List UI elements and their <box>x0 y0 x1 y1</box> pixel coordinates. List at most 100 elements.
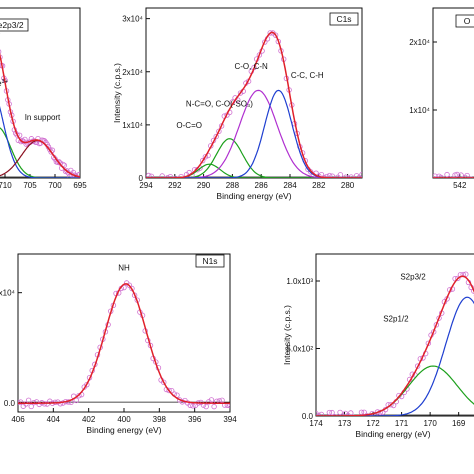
raw-data-point <box>36 401 42 408</box>
raw-data-point <box>443 177 447 178</box>
peak-annotation: C-O, C-N <box>234 62 268 71</box>
raw-data-point <box>190 403 196 409</box>
raw-data-point <box>337 409 343 416</box>
raw-data-point <box>208 397 215 403</box>
panel-c1s: 294 292 290 288 286 284 282 280 0 1x10⁴ 2x10⁴ 3x10⁴… <box>112 7 363 201</box>
y-tick-label: 3x10⁴ <box>122 15 143 24</box>
raw-data-point <box>467 179 472 184</box>
raw-data-point <box>84 381 90 388</box>
raw-data-point <box>354 417 359 422</box>
panel-tag-box <box>329 12 359 26</box>
plot-frame <box>0 7 81 179</box>
y-tick-label: 2x10⁴ <box>122 68 143 77</box>
raw-data-point <box>199 157 206 164</box>
x-tick-label: 710 <box>0 181 12 190</box>
raw-data-point <box>216 128 222 135</box>
raw-data-point <box>436 173 442 178</box>
data-layer <box>433 171 474 184</box>
x-tick-label: 294 <box>139 181 153 190</box>
raw-data-point <box>357 416 362 421</box>
raw-data-point <box>372 412 378 416</box>
raw-data-point <box>324 173 330 178</box>
raw-data-point <box>333 179 338 184</box>
fit-curve-blue <box>0 105 80 178</box>
raw-data-point <box>468 176 474 178</box>
x-tick-label: 400 <box>117 415 131 424</box>
x-tick-label: 700 <box>48 181 62 190</box>
panel-tag: N1s <box>202 256 217 266</box>
raw-data-point <box>75 176 80 178</box>
raw-data-point <box>337 172 344 178</box>
y-tick-label: 0 <box>139 174 144 183</box>
y-tick-label: 1x10⁴ <box>122 121 143 130</box>
raw-data-point <box>57 401 64 407</box>
raw-data-point <box>272 32 279 38</box>
data-layer <box>146 30 362 184</box>
x-tick-label: 286 <box>255 181 269 190</box>
raw-data-point <box>446 175 452 178</box>
x-tick-label: 404 <box>47 415 61 424</box>
y-axis-label: Intensity (c.p.s.) <box>112 63 122 123</box>
x-tick-label: 542 <box>453 181 467 190</box>
raw-data-point <box>166 387 172 394</box>
x-tick-label: 280 <box>341 181 355 190</box>
raw-data-point <box>388 402 394 408</box>
panel-n1s: 406 404 402 400 398 396 394 0.0 1x10⁴ Binding ene… <box>0 253 237 435</box>
raw-data-point <box>148 173 155 178</box>
x-axis-label: Binding energy (eV) <box>355 429 430 439</box>
raw-data-point <box>353 173 360 178</box>
x-tick-label: 288 <box>226 181 240 190</box>
peak-annotation: S2p3/2 <box>400 273 426 282</box>
raw-data-point <box>121 284 127 291</box>
raw-data-point <box>66 173 73 178</box>
plot-frame <box>432 7 474 179</box>
raw-data-point <box>0 54 3 60</box>
data-layer <box>18 280 230 410</box>
peak-annotation: N-C=O, C-O(-SO₃) <box>186 99 253 108</box>
raw-data-point <box>73 397 79 404</box>
raw-data-point <box>329 409 335 416</box>
fit-curve-green <box>0 127 80 178</box>
raw-data-point <box>213 133 219 140</box>
data-layer <box>316 271 474 422</box>
x-tick-label: 394 <box>223 415 237 424</box>
raw-data-point <box>161 379 167 386</box>
x-tick-label: 695 <box>73 181 87 190</box>
raw-data-point <box>18 399 24 405</box>
y-tick-label: 0.0 <box>4 399 16 408</box>
y-tick-label: 0.0 <box>302 412 314 421</box>
x-tick-label: 282 <box>312 181 326 190</box>
peak-annotation: In support <box>25 113 61 122</box>
fit-curve-envelope <box>0 52 80 178</box>
fit-curve-envelope <box>146 31 362 178</box>
x-tick-label: 284 <box>283 181 297 190</box>
raw-data-point <box>345 175 352 178</box>
y-tick-label: 5.0x10² <box>286 345 313 354</box>
panel-tag: O <box>464 16 471 26</box>
raw-data-point <box>441 179 446 184</box>
plot-frame <box>315 253 474 417</box>
raw-data-point <box>450 176 456 178</box>
peak-annotation: S2p1/2 <box>383 315 409 324</box>
raw-data-point <box>455 275 461 282</box>
raw-data-point <box>211 403 217 410</box>
panel-s2p: 1741731721711701691680.05.0x10²1.0x10³Bi… <box>282 253 474 439</box>
raw-data-point <box>359 171 362 178</box>
x-tick-label: 173 <box>338 419 352 428</box>
x-tick-label: 396 <box>188 415 202 424</box>
panel-fe2p: 710705700695Fe2+Fe3+In supportFe2p3/2 <box>0 7 87 190</box>
raw-data-point <box>348 174 354 178</box>
x-tick-label: 171 <box>395 419 409 428</box>
x-axis-label: Binding energy (eV) <box>216 191 291 201</box>
plot-frame <box>17 253 231 413</box>
y-tick-label: 1.0x10³ <box>286 277 313 286</box>
raw-data-point <box>0 49 2 55</box>
data-layer <box>0 43 80 178</box>
fit-curve-envelope <box>18 283 230 404</box>
raw-data-point <box>126 282 132 288</box>
raw-data-point <box>56 159 62 165</box>
raw-data-point <box>454 171 460 178</box>
y-axis-label: Intensity (c.p.s.) <box>282 305 292 365</box>
x-tick-label: 406 <box>11 415 25 424</box>
fit-curve-green <box>146 138 362 178</box>
